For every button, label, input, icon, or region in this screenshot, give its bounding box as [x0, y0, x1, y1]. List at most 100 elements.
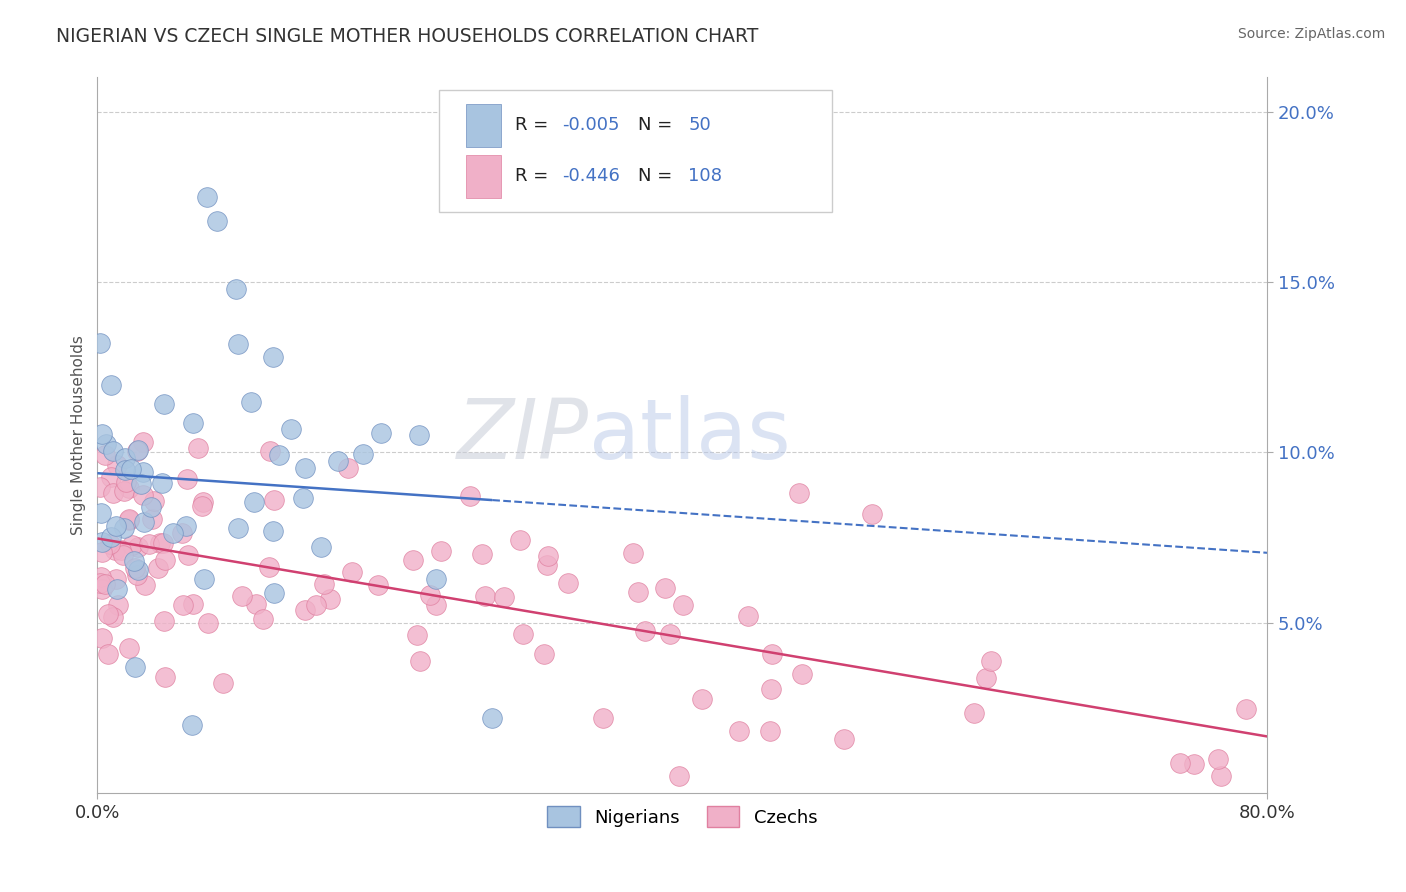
Point: [980, 654, 1002, 668]
Point: [131, 435, 153, 450]
Point: [111, 549, 134, 563]
Point: [172, 598, 194, 612]
Point: [112, 483, 135, 498]
Point: [181, 718, 204, 732]
Point: [557, 576, 579, 591]
Point: [146, 561, 169, 575]
Point: [1234, 702, 1257, 716]
Point: [149, 535, 172, 549]
Point: [340, 565, 363, 579]
Point: [132, 488, 155, 502]
Point: [107, 598, 129, 612]
Point: [759, 682, 782, 697]
Point: [174, 518, 197, 533]
Text: ZIP: ZIP: [457, 395, 589, 476]
Point: [152, 535, 174, 549]
Point: [101, 443, 124, 458]
Point: [294, 603, 316, 617]
Point: [153, 670, 176, 684]
Point: [190, 499, 212, 513]
Point: [621, 546, 644, 560]
Point: [737, 608, 759, 623]
Point: [263, 492, 285, 507]
Point: [226, 521, 249, 535]
Point: [100, 530, 122, 544]
Point: [103, 610, 125, 624]
Point: [97, 648, 120, 662]
Point: [654, 581, 676, 595]
Point: [862, 507, 884, 521]
Point: [141, 512, 163, 526]
Point: [1182, 757, 1205, 772]
Point: [692, 692, 714, 706]
Point: [425, 599, 447, 613]
Point: [129, 477, 152, 491]
Point: [481, 711, 503, 725]
Point: [668, 769, 690, 783]
Point: [110, 543, 132, 558]
Point: [759, 723, 782, 738]
Point: [474, 590, 496, 604]
Point: [127, 443, 149, 458]
Point: [243, 495, 266, 509]
Point: [89, 480, 111, 494]
Point: [105, 582, 128, 597]
Point: [419, 589, 441, 603]
Point: [101, 485, 124, 500]
Text: NIGERIAN VS CZECH SINGLE MOTHER HOUSEHOLDS CORRELATION CHART: NIGERIAN VS CZECH SINGLE MOTHER HOUSEHOL…: [56, 27, 759, 45]
Point: [430, 544, 453, 558]
Point: [150, 475, 173, 490]
Text: N =: N =: [638, 168, 678, 186]
FancyBboxPatch shape: [465, 155, 501, 198]
Point: [153, 553, 176, 567]
Point: [114, 463, 136, 477]
Text: 108: 108: [688, 168, 723, 186]
Point: [318, 592, 340, 607]
Point: [134, 578, 156, 592]
Point: [127, 568, 149, 582]
Text: Source: ZipAtlas.com: Source: ZipAtlas.com: [1237, 27, 1385, 41]
Point: [408, 654, 430, 668]
Point: [402, 553, 425, 567]
Point: [790, 667, 813, 681]
Point: [124, 560, 146, 574]
Point: [408, 428, 430, 442]
Point: [127, 540, 149, 554]
Point: [94, 437, 117, 451]
Point: [267, 448, 290, 462]
Text: -0.005: -0.005: [562, 116, 619, 135]
Point: [181, 416, 204, 430]
Point: [91, 535, 114, 549]
Point: [1168, 756, 1191, 771]
Point: [789, 486, 811, 500]
Text: -0.446: -0.446: [562, 168, 620, 186]
Point: [240, 394, 263, 409]
Point: [131, 465, 153, 479]
Point: [176, 472, 198, 486]
Point: [305, 598, 328, 612]
Point: [195, 190, 218, 204]
Point: [425, 572, 447, 586]
Point: [291, 491, 314, 505]
Point: [112, 521, 135, 535]
Point: [974, 671, 997, 685]
Point: [162, 526, 184, 541]
Point: [337, 460, 360, 475]
Y-axis label: Single Mother Households: Single Mother Households: [72, 335, 86, 535]
Point: [259, 444, 281, 458]
Point: [262, 524, 284, 538]
Point: [100, 378, 122, 392]
Point: [252, 612, 274, 626]
Point: [104, 518, 127, 533]
Point: [93, 448, 115, 462]
Point: [197, 615, 219, 630]
Point: [89, 575, 111, 590]
Point: [187, 441, 209, 455]
Point: [176, 549, 198, 563]
Point: [118, 482, 141, 496]
Point: [90, 506, 112, 520]
Point: [259, 560, 281, 574]
Point: [90, 427, 112, 442]
FancyBboxPatch shape: [439, 89, 832, 212]
Point: [105, 572, 128, 586]
